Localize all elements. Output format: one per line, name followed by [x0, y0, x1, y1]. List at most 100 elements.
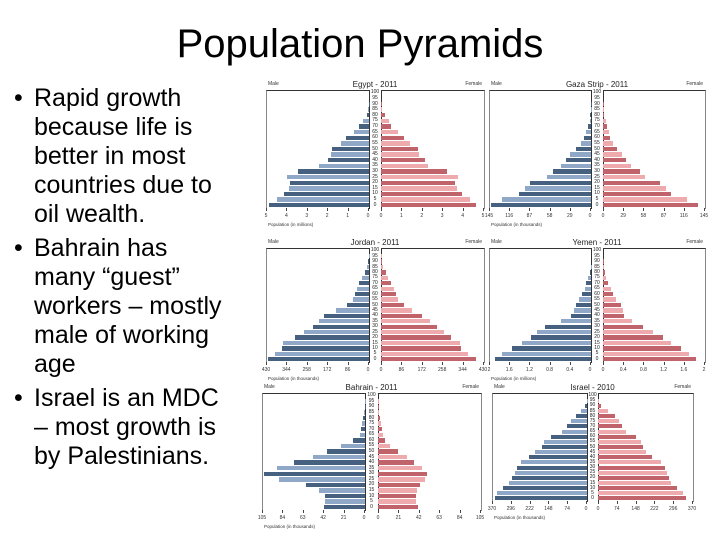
- female-bar: [598, 470, 668, 475]
- male-bar: [353, 129, 369, 135]
- bullet-item: • Israel is an MDC – most growth is by P…: [14, 384, 254, 471]
- x-tick-label: 344: [458, 367, 467, 373]
- age-label: 50: [372, 145, 378, 152]
- x-axis-ticks: 2 1.6 1.2 0.8 0.4 0 0 0.4 0.8 1.2 1.6 2: [487, 365, 706, 373]
- x-tick-label: 172: [323, 367, 332, 373]
- male-bar: [586, 129, 591, 135]
- male-plot-area: [266, 248, 370, 363]
- x-axis-caption: Population (in millions): [491, 376, 537, 381]
- tick-mark: [492, 501, 493, 504]
- age-label: 15: [594, 184, 600, 191]
- tick-mark: [549, 362, 551, 365]
- age-axis: 0 5 10 15 20 25 30 35 40 45 50 55 60 65 70 75 80 85 90 95 10…: [365, 393, 378, 510]
- male-plot-area: [489, 90, 592, 209]
- chart-title: Bahrain - 2011: [345, 383, 398, 392]
- female-bar: [603, 292, 613, 297]
- age-label: 15: [372, 184, 378, 191]
- female-bar: [603, 191, 672, 197]
- age-label: 100: [367, 392, 376, 399]
- male-bar: [324, 499, 365, 504]
- tick-mark: [643, 362, 645, 365]
- female-bar: [603, 275, 606, 280]
- female-bar: [378, 438, 385, 443]
- female-bar: [598, 455, 653, 460]
- female-bar: [603, 186, 667, 191]
- male-bar: [358, 124, 369, 129]
- age-label: 65: [372, 128, 378, 135]
- x-tick-label: 5: [481, 213, 485, 219]
- x-tick-label: 0: [588, 367, 592, 373]
- male-bar: [362, 421, 365, 426]
- tick-mark: [692, 501, 693, 504]
- age-label: 40: [372, 312, 378, 319]
- female-bar: [378, 471, 428, 476]
- male-bar: [284, 191, 369, 197]
- female-bar: [598, 434, 637, 439]
- female-bar: [598, 429, 627, 434]
- male-bar: [590, 113, 591, 118]
- age-label: 30: [368, 470, 375, 477]
- tick-mark: [623, 208, 625, 211]
- x-tick-label: 148: [631, 506, 640, 512]
- age-label: 40: [594, 312, 600, 319]
- age-label: 15: [372, 339, 378, 346]
- chart-title: Egypt - 2011: [352, 80, 398, 89]
- tick-mark: [439, 510, 441, 513]
- age-label: 20: [372, 334, 378, 341]
- tick-mark: [286, 208, 288, 211]
- age-label: 75: [589, 417, 596, 424]
- male-plot-area: [262, 393, 366, 511]
- tick-mark: [302, 510, 304, 513]
- x-tick-label: 0.8: [546, 367, 554, 373]
- age-label: 10: [594, 190, 600, 197]
- slide-title: Population Pyramids: [176, 22, 544, 66]
- male-bar: [588, 124, 591, 129]
- age-label: 60: [594, 290, 600, 297]
- bullet-line: Bahrain has: [34, 234, 168, 262]
- age-label: 25: [368, 475, 375, 482]
- x-tick-label: 29: [620, 213, 626, 219]
- male-bar: [340, 443, 365, 449]
- tick-mark: [509, 208, 511, 211]
- male-bar: [353, 438, 365, 443]
- male-bar: [520, 460, 587, 465]
- female-bar: [378, 477, 426, 482]
- x-tick-label: 5: [264, 213, 268, 219]
- age-label: 100: [592, 89, 602, 96]
- x-tick-label: 430: [261, 367, 271, 373]
- female-bar: [378, 415, 380, 421]
- male-bar: [541, 445, 587, 449]
- female-bar: [603, 357, 696, 362]
- x-tick-label: 58: [546, 213, 553, 219]
- female-bar: [378, 460, 414, 465]
- tick-mark: [529, 362, 531, 365]
- x-tick-label: 0: [366, 367, 370, 373]
- age-label: 100: [370, 247, 380, 254]
- age-label: 50: [372, 301, 378, 308]
- male-bar: [327, 158, 369, 163]
- x-tick-label: 430: [478, 367, 488, 373]
- male-bar: [345, 135, 369, 140]
- x-tick-label: 296: [506, 506, 515, 512]
- x-tick-label: 1: [400, 213, 403, 219]
- male-bar: [306, 482, 365, 488]
- female-bar: [603, 107, 604, 112]
- age-label: 30: [589, 464, 596, 471]
- male-bar: [331, 146, 369, 152]
- tick-mark: [368, 362, 369, 365]
- x-tick-label: 2: [487, 367, 491, 373]
- female-bar: [603, 158, 626, 163]
- male-bar: [264, 471, 365, 476]
- age-label: 65: [372, 285, 378, 292]
- tick-mark: [603, 208, 604, 211]
- male-bar: [512, 475, 587, 480]
- age-label: 5: [591, 489, 594, 496]
- female-bar: [381, 202, 476, 208]
- age-axis: 0 5 10 15 20 25 30 35 40 45 50 55 60 65 70 75 80 85 90 95 10…: [369, 90, 381, 208]
- x-tick-label: 0: [379, 213, 383, 219]
- x-tick-label: 0: [601, 367, 605, 373]
- tick-mark: [306, 208, 308, 211]
- tick-mark: [548, 501, 550, 504]
- male-bar: [580, 141, 591, 146]
- x-tick-label: 87: [660, 213, 667, 219]
